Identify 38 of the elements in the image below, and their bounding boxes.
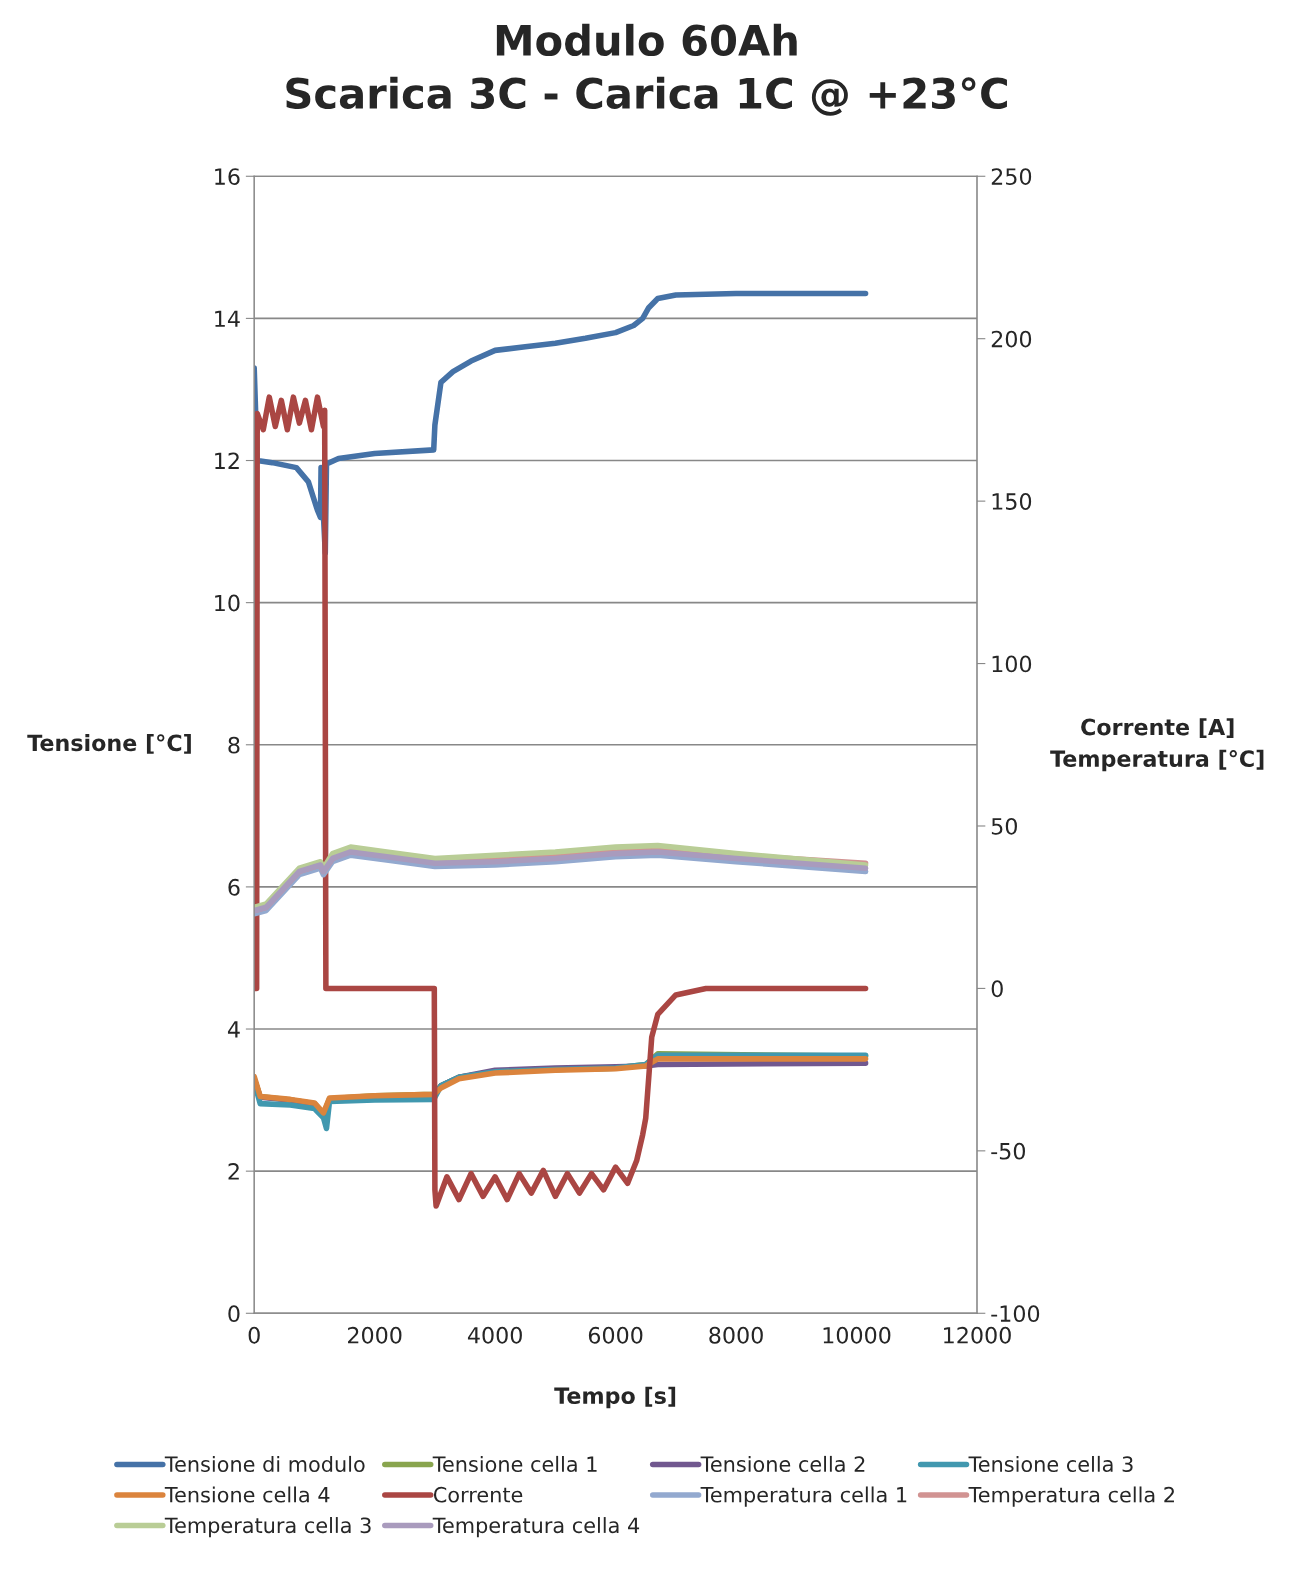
legend-label: Temperatura cella 1 — [700, 1486, 907, 1507]
legend-label: Temperatura cella 4 — [432, 1517, 640, 1538]
y2-tick-label: -100 — [991, 1305, 1040, 1323]
y2-tick-label: 50 — [991, 817, 1017, 835]
x-tick-label: 8000 — [709, 1326, 763, 1344]
x-tick-label: 10000 — [823, 1326, 891, 1344]
y-tick-label: 16 — [215, 168, 240, 186]
x-axis-title: Tempo [s] — [554, 1386, 676, 1409]
x-tick-label: 4000 — [467, 1326, 522, 1344]
chart-title: Modulo 60Ah Scarica 3C - Carica 1C @ +23°C — [286, 23, 1007, 116]
y2-tick-label: 0 — [991, 980, 1003, 998]
y2-tick-label: 150 — [992, 493, 1032, 510]
legend-label: Temperatura cella 2 — [968, 1486, 1174, 1507]
y-tick-label: 12 — [215, 452, 239, 469]
legend-label: Tensione di modulo — [164, 1455, 365, 1473]
y-tick-label: 10 — [215, 594, 240, 612]
y2-tick-label: 200 — [991, 330, 1032, 348]
y-tick-label: 6 — [228, 878, 240, 896]
x-tick-label: 2000 — [348, 1326, 402, 1344]
legend-label: Corrente — [433, 1486, 523, 1503]
legend-label: Tensione cella 4 — [164, 1486, 330, 1503]
y-axis-title: Tensione [°C] — [27, 734, 191, 754]
y2-axis-title: Corrente [A] Temperatura [°C] — [1050, 718, 1264, 772]
y-tick-label: 8 — [228, 736, 240, 754]
x-tick-label: 6000 — [588, 1326, 643, 1344]
legend-label: Tensione cella 1 — [432, 1455, 597, 1473]
y-tick-label: 4 — [227, 1021, 240, 1038]
legend-label: Tensione cella 2 — [700, 1455, 865, 1473]
y-tick-label: 0 — [228, 1305, 240, 1323]
y-tick-label: 14 — [215, 310, 240, 327]
legend-label: Tensione cella 3 — [968, 1455, 1133, 1473]
y2-tick-label: -50 — [991, 1142, 1026, 1160]
x-tick-label: 0 — [248, 1326, 260, 1344]
y-tick-label: 2 — [228, 1163, 239, 1180]
x-tick-label: 12000 — [944, 1326, 1011, 1344]
legend-label: Temperatura cella 3 — [164, 1517, 371, 1538]
y2-tick-label: 250 — [991, 168, 1032, 186]
y2-tick-label: 100 — [992, 655, 1032, 673]
